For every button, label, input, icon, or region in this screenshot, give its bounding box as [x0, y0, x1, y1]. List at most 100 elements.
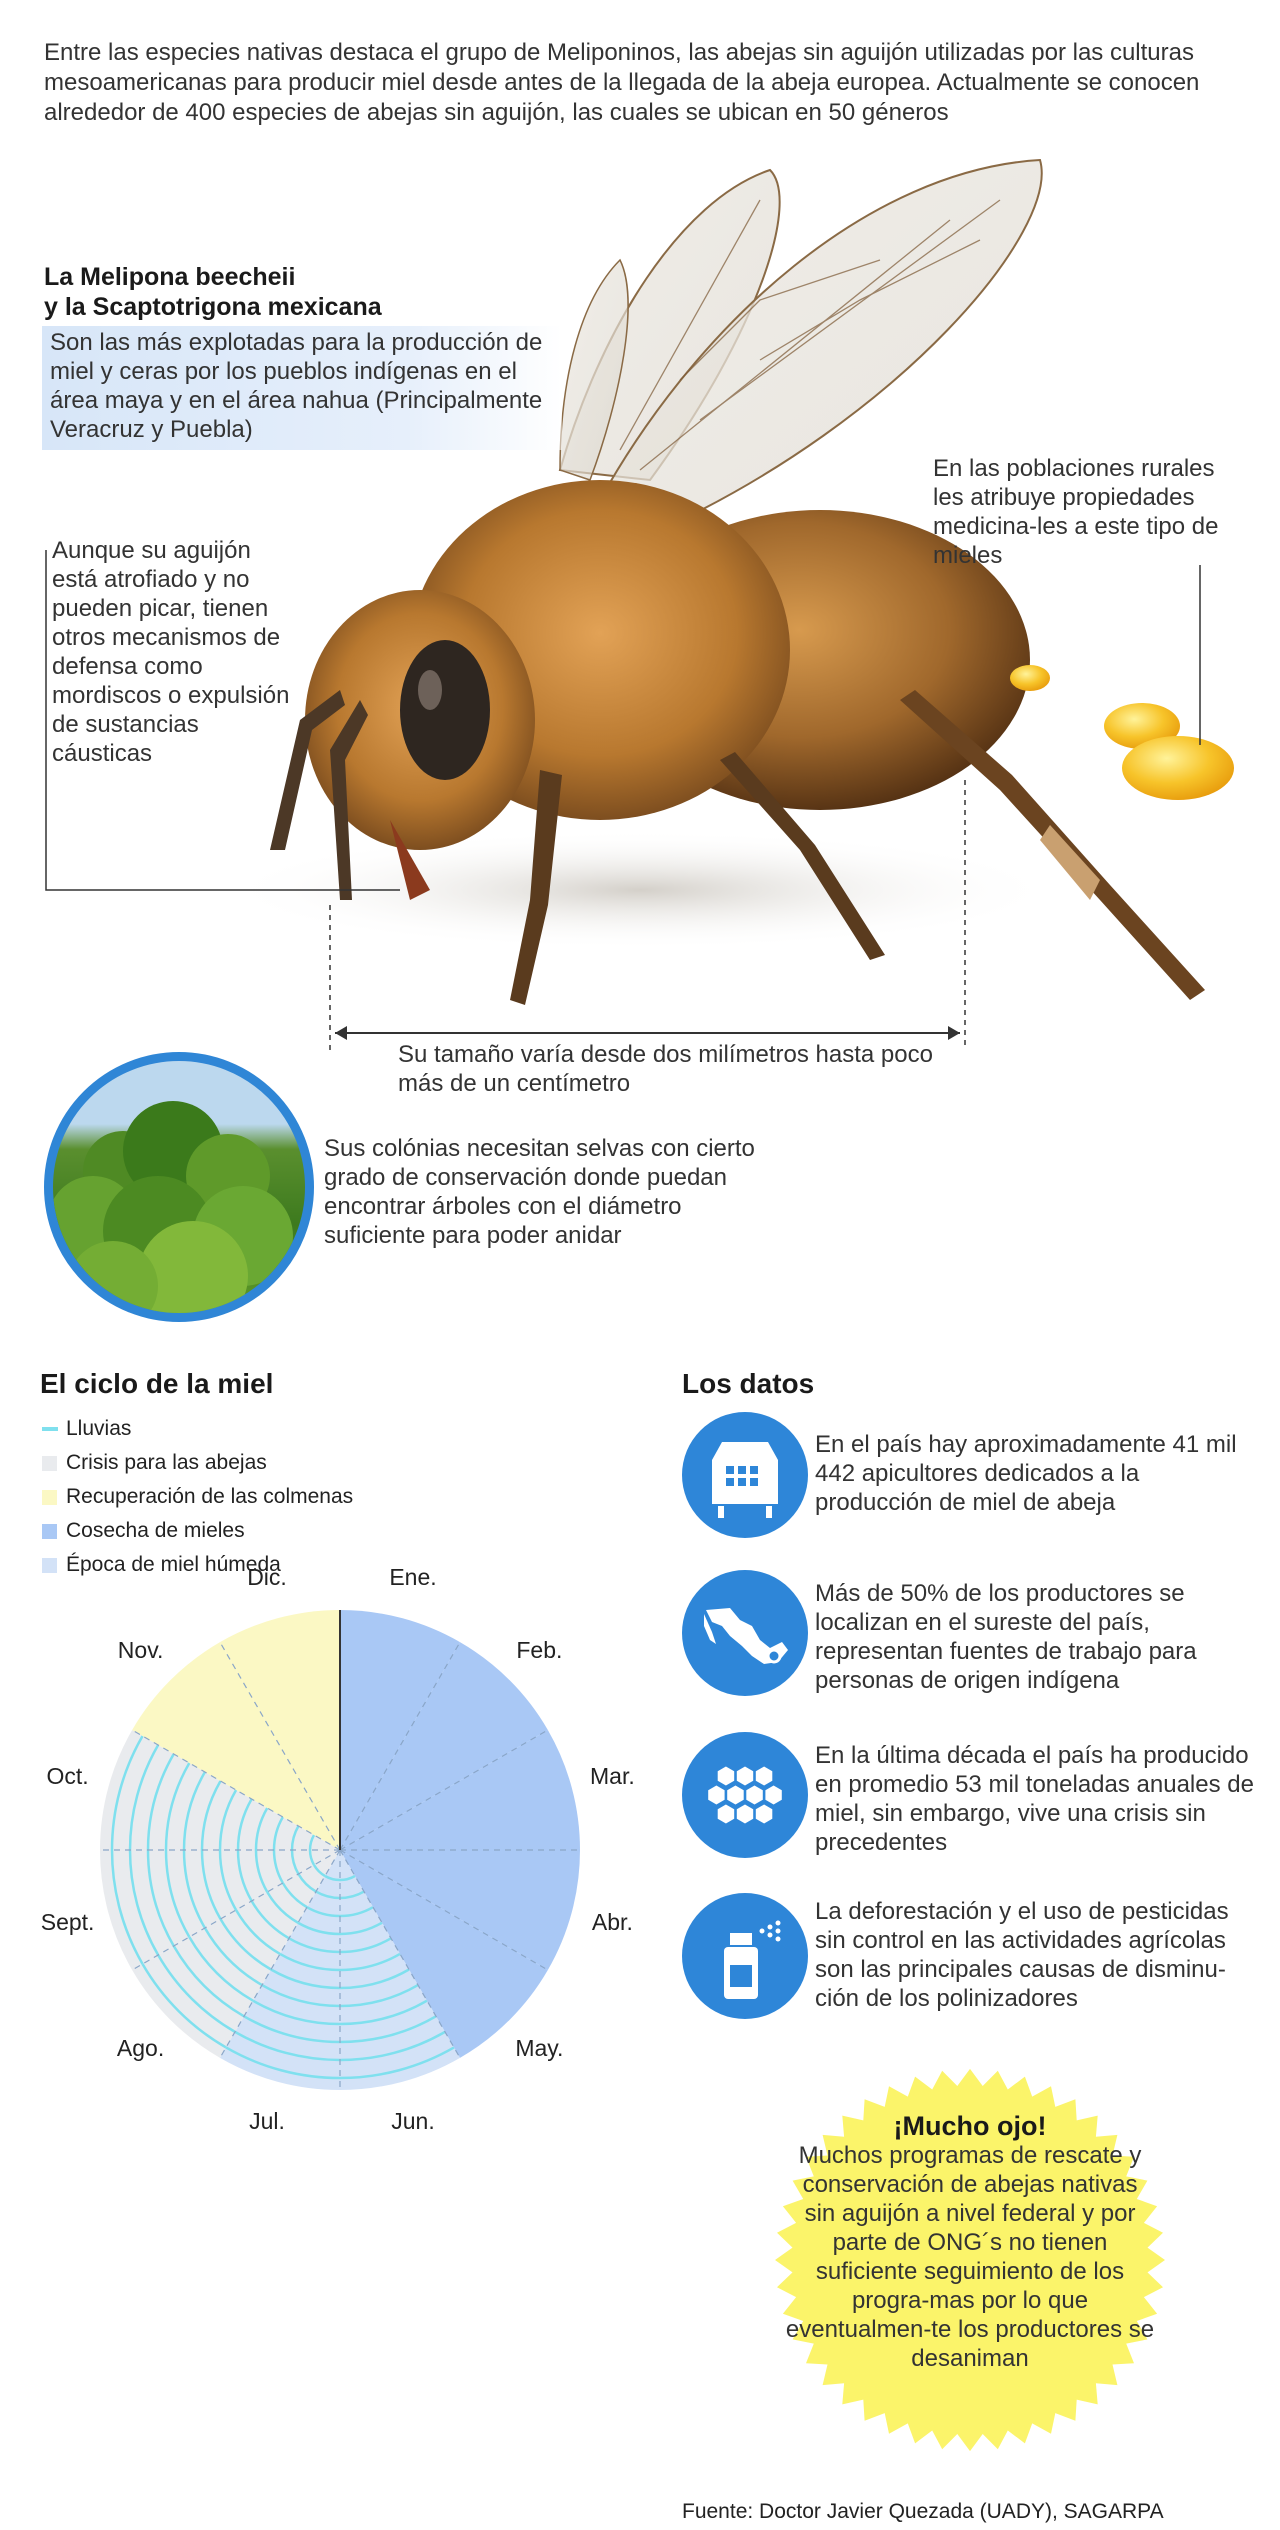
month-label: Sept. [40, 1908, 95, 1935]
rain-arc [339, 1999, 428, 2026]
pie-divider [219, 1641, 341, 1851]
legend-swatch-humid [42, 1558, 57, 1573]
pie-slice-10 [132, 1642, 340, 1850]
honeycomb-cell [755, 1766, 773, 1786]
rain-arc [272, 1816, 284, 1851]
legend-item-harvest: Cosecha de mieles [40, 1514, 353, 1548]
rain-arc [339, 2046, 455, 2080]
rain-arc [339, 1952, 401, 1972]
month-label: Jun. [391, 2108, 435, 2135]
rain-arc [339, 1890, 365, 1900]
rain-arc [128, 1744, 160, 1851]
burst-shape [775, 2068, 1165, 2452]
fact-text-4: La deforestación y el uso de pesticidas … [815, 1898, 1229, 2012]
rain-arc [297, 1873, 317, 1893]
legend-item-recovery: Recuperación de las colmenas [40, 1480, 353, 1514]
rain-arc [339, 1984, 419, 2008]
month-label: May. [515, 2035, 564, 2062]
month-label: Mar. [590, 1763, 635, 1789]
rain-arc [290, 1849, 300, 1875]
honeycomb-cell [746, 1785, 763, 1805]
ciclo-legend: Lluvias Crisis para las abejas Recuperac… [40, 1412, 353, 1582]
rain-arc [157, 1954, 236, 2033]
month-label: Nov. [117, 1636, 164, 1663]
pie-divider [339, 1849, 461, 2059]
legend-item-humid: Época de miel húmeda [40, 1548, 353, 1582]
tamano-text: Su tamaño varía desde dos milímetros has… [398, 1041, 933, 1097]
legend-item-rain: Lluvias [40, 1412, 353, 1446]
melipona-text: Son las más explotadas para la producció… [50, 329, 543, 443]
mucho-ojo-text: ¡Mucho ojo! Muchos programas de rescate … [785, 2112, 1155, 2373]
ciclo-title: El ciclo de la miel [40, 1368, 274, 1399]
rain-arc [236, 1849, 253, 1902]
rain-arc [261, 1984, 341, 2008]
rain-arc [200, 1849, 222, 1920]
fact-text-2: Más de 50% de los productores se localiz… [815, 1580, 1197, 1694]
rain-arc [324, 1874, 341, 1882]
pie-slice-2 [340, 1730, 580, 1850]
colonias-text: Sus colónias necesitan selvas con cierto… [324, 1135, 755, 1249]
rain-arc [164, 1849, 191, 1938]
rain-arc [339, 1906, 374, 1918]
melipona-title: La Melipona beecheii y la Scaptotrigona … [44, 262, 544, 322]
melipona-highlight-box [42, 326, 562, 450]
rain-arc [339, 2030, 446, 2062]
rain-arc [254, 1807, 269, 1851]
rain-arc [172, 1945, 245, 2018]
rain-arc [110, 1735, 144, 1851]
rain-arc [315, 1890, 341, 1900]
honeycomb-cell [727, 1785, 744, 1805]
month-label: Dic. [247, 1563, 287, 1590]
rain-arc [290, 1825, 300, 1851]
aguijon-text: Aunque su aguijón está atrofiado y no pu… [52, 537, 290, 767]
month-label: Abr. [591, 1908, 633, 1935]
rain-arc [339, 1921, 383, 1936]
legend-label: Cosecha de mieles [66, 1519, 245, 1542]
legend-label: Lluvias [66, 1417, 132, 1440]
mexico-map-icon [682, 1570, 808, 1696]
rain-arc [312, 1864, 326, 1878]
pie-divider [131, 1849, 341, 1971]
honey-cycle-pie-chart [100, 1610, 580, 2090]
legend-label: Época de miel húmeda [66, 1553, 281, 1576]
rain-arc [288, 1937, 341, 1954]
legend-swatch-harvest [42, 1524, 57, 1539]
mucho-ojo-burst [775, 2068, 1165, 2452]
honeycomb-cell [708, 1785, 725, 1805]
legend-label: Recuperación de las colmenas [66, 1485, 354, 1508]
rain-arc [234, 1909, 281, 1956]
honeycomb-cell [717, 1804, 735, 1824]
bee-illustration [45, 158, 1234, 1050]
rain-arc [306, 1906, 341, 1918]
pie-slice-7 [132, 1850, 340, 2058]
honeycomb-cell [736, 1804, 754, 1824]
rain-arc [200, 1780, 222, 1851]
forest-trees-illustration [53, 1101, 293, 1313]
month-label: Ene. [389, 1563, 437, 1590]
rain-arc [182, 1771, 206, 1851]
rain-arc [270, 1968, 341, 1990]
beehive-icon [682, 1412, 808, 1538]
pie-slice-4 [340, 1850, 548, 2058]
rain-arc [272, 1849, 284, 1884]
rain-arc [266, 1891, 299, 1924]
rain-arc [234, 2030, 341, 2062]
legend-label: Crisis para las abejas [66, 1451, 267, 1474]
rain-arc [164, 1762, 191, 1851]
melipona-title-line1: La Melipona beecheii [44, 263, 296, 291]
month-label: Oct. [46, 1763, 89, 1789]
pie-slice-0 [340, 1610, 460, 1850]
legend-swatch-recovery [42, 1490, 57, 1505]
honeycomb-cell [765, 1785, 782, 1805]
month-label: Ago. [116, 2035, 165, 2062]
pie-divider [339, 1849, 549, 1971]
rain-arc [252, 1999, 341, 2026]
fact-text-3: En la última década el país ha producido… [815, 1742, 1254, 1856]
spray-icon [682, 1893, 808, 2019]
forest-photo [44, 1052, 314, 1322]
rain-arc [182, 1849, 206, 1929]
poblaciones-text: En las poblaciones rurales les atribuye … [933, 455, 1219, 569]
rain-arc [250, 1900, 290, 1940]
honeycomb-cell [755, 1804, 773, 1824]
month-label: Feb. [516, 1636, 563, 1663]
